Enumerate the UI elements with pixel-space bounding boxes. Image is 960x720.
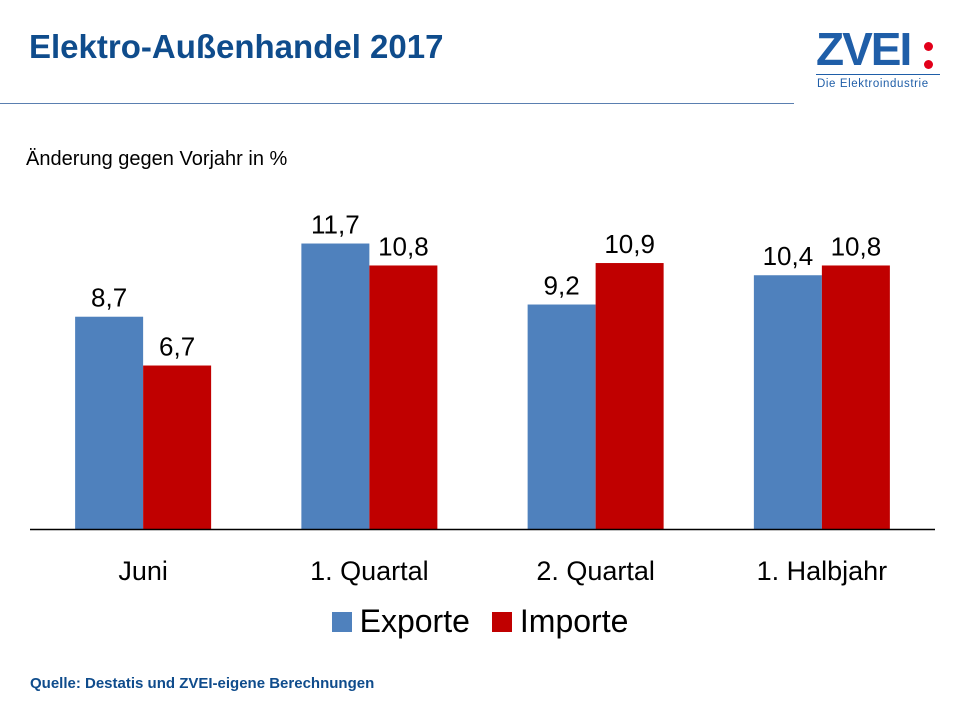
bar-importe-0	[143, 365, 212, 529]
data-label-exporte-0: 8,7	[91, 283, 127, 313]
legend-swatch-importe	[491, 611, 512, 632]
data-label-importe-2: 10,9	[604, 229, 655, 259]
title-divider	[0, 103, 794, 104]
x-tick-label-0: Juni	[118, 556, 168, 586]
x-tick-label-1: 1. Quartal	[310, 556, 429, 586]
bar-exporte-2	[527, 304, 596, 529]
logo-underline	[816, 74, 940, 75]
zvei-logo: ZVEI Die Elektroindustrie	[812, 23, 942, 92]
data-label-importe-1: 10,8	[378, 231, 429, 261]
data-label-exporte-2: 9,2	[544, 271, 580, 301]
bar-exporte-1	[301, 243, 370, 529]
data-label-exporte-1: 11,7	[311, 210, 360, 240]
data-label-exporte-3: 10,4	[763, 241, 814, 271]
chart-legend: Exporte Importe	[0, 603, 960, 640]
bar-importe-1	[369, 265, 438, 529]
data-label-importe-3: 10,8	[831, 231, 882, 261]
source-note: Quelle: Destatis und ZVEI-eigene Berechn…	[30, 675, 375, 692]
data-label-importe-0: 6,7	[159, 332, 195, 362]
page-title: Elektro-Außenhandel 2017	[29, 28, 444, 65]
logo-tagline: Die Elektroindustrie	[817, 78, 929, 90]
legend-label-exporte: Exporte	[359, 603, 470, 639]
bar-importe-3	[821, 265, 890, 529]
chart-subtitle: Änderung gegen Vorjahr in %	[26, 148, 288, 170]
legend-label-importe: Importe	[519, 603, 629, 639]
logo-colon-icon	[924, 38, 934, 72]
bar-exporte-3	[753, 275, 822, 529]
legend-item-importe: Importe	[491, 603, 629, 640]
logo-wordmark: ZVEI	[816, 23, 912, 75]
legend-item-exporte: Exporte	[331, 603, 470, 640]
bar-exporte-0	[75, 316, 144, 529]
bar-importe-2	[595, 263, 664, 529]
x-tick-label-2: 2. Quartal	[536, 556, 655, 586]
x-tick-label-3: 1. Halbjahr	[757, 556, 888, 586]
legend-swatch-exporte	[331, 611, 352, 632]
